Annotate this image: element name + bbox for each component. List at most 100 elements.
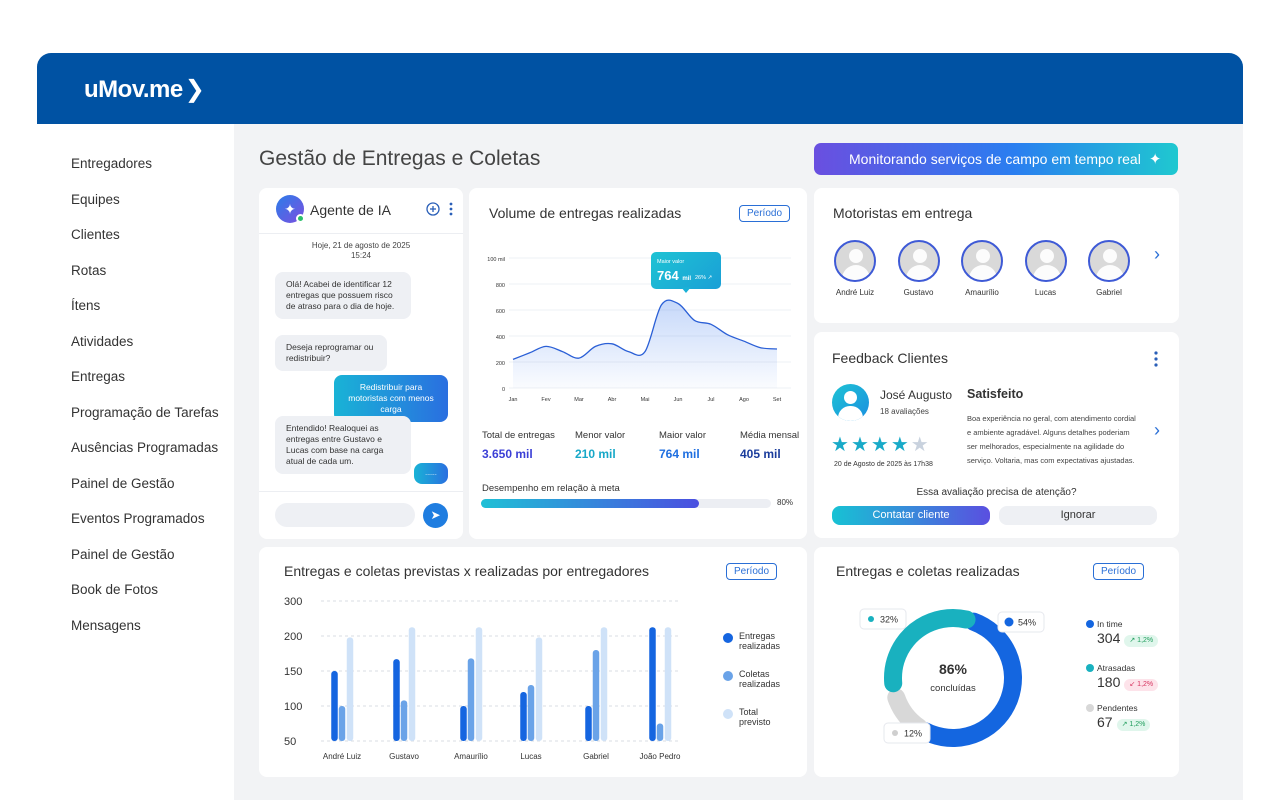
area-fill: [513, 300, 777, 388]
sidebar-item[interactable]: Atividades: [71, 333, 134, 349]
driver-avatar: [834, 240, 876, 282]
sidebar-item[interactable]: Book de Fotos: [71, 582, 159, 597]
slice-label-box: [859, 608, 907, 630]
driver-item[interactable]: Gabriel: [1079, 240, 1139, 297]
sidebar-item[interactable]: Entregas: [71, 369, 126, 384]
y-tick-label: 400: [496, 335, 505, 341]
chat-input[interactable]: [275, 503, 415, 527]
ai-agent-card: ✦ Agente de IA Hoje, 21 de agosto de 202…: [259, 188, 463, 539]
bar: [520, 692, 527, 741]
app-window: uMov.me❯ Entregadores Equipes Clientes Rota…: [37, 53, 1243, 800]
x-tick-label: Gabriel: [583, 752, 609, 761]
contact-customer-button[interactable]: Contatar cliente: [832, 506, 990, 525]
bar: [527, 685, 535, 741]
slice-label: 32%: [880, 615, 898, 625]
bar: [467, 658, 475, 741]
sparkle-icon: ✦: [1148, 151, 1162, 168]
driver-avatar: [1024, 240, 1067, 282]
bar: [400, 700, 408, 741]
sidebar-item[interactable]: Eventos Programados: [71, 511, 205, 526]
driver-item[interactable]: Lucas: [1016, 240, 1076, 297]
chat-separator: [259, 233, 463, 234]
bar: [585, 706, 592, 741]
donut-slice: [884, 609, 1022, 747]
attention-question: Essa avaliação precisa de atenção?: [916, 487, 1077, 498]
sidebar-item[interactable]: Ítens: [71, 298, 101, 313]
brand-logo[interactable]: uMov.me❯: [84, 76, 205, 103]
chat-footer-separator: [259, 491, 463, 492]
send-button[interactable]: ➤: [423, 503, 448, 528]
sidebar-item[interactable]: Rotas: [71, 262, 107, 278]
add-circle-icon[interactable]: [426, 202, 440, 216]
x-tick-label: Abr: [608, 397, 617, 403]
drivers-title: Motoristas em entrega: [833, 205, 973, 221]
goal-progress-fill: [481, 499, 699, 508]
legend-count: 304: [1097, 630, 1121, 646]
donut-legend-item: In time 304 ↗ 1,2%: [1086, 619, 1172, 647]
online-status-dot: [296, 214, 305, 223]
sidebar-item[interactable]: Programação de Tarefas: [71, 404, 219, 420]
x-tick-label: Fev: [541, 397, 550, 403]
legend-dot: [723, 671, 733, 681]
volume-period-button[interactable]: Período: [739, 205, 791, 222]
slice-label: 12%: [904, 729, 922, 739]
kebab-menu-icon[interactable]: [1153, 351, 1159, 367]
trend-badge: ↗ 1,2%: [1124, 634, 1159, 647]
legend-item: Total previsto: [723, 707, 791, 727]
legend-count: 180: [1097, 674, 1121, 690]
rating-stars: ★★★★★: [831, 432, 931, 457]
driver-item[interactable]: André Luiz: [825, 240, 885, 297]
volume-title: Volume de entregas realizadas: [489, 205, 682, 221]
bar-chart-title: Entregas e coletas previstas x realizada…: [284, 563, 649, 579]
donut-period-button[interactable]: Período: [1093, 563, 1145, 580]
main-content: Gestão de Entregas e Coletas Monitorando…: [234, 124, 1243, 800]
kebab-menu-icon[interactable]: [448, 202, 454, 216]
donut-title: Entregas e coletas realizadas: [836, 563, 1020, 579]
y-tick-label: 800: [496, 283, 505, 289]
donut-card: Entregas e coletas realizadas Período 86…: [814, 547, 1179, 777]
legend-label: Atrasadas: [1097, 663, 1136, 673]
realtime-banner: Monitorando serviços de campo em tempo r…: [814, 143, 1178, 175]
slice-label-box: [997, 611, 1045, 633]
customer-name: José Augusto: [880, 388, 953, 402]
legend-dot: [1086, 620, 1094, 628]
bar-period-button[interactable]: Período: [726, 563, 778, 580]
bar: [331, 671, 338, 741]
star-icon: ★: [910, 434, 931, 456]
legend-item: Coletas realizadas: [723, 669, 791, 689]
x-tick-label: Lucas: [520, 752, 541, 761]
sidebar-item[interactable]: Painel de Gestão: [71, 546, 175, 562]
goal-progress-bar: [481, 499, 771, 508]
driver-item[interactable]: Gustavo: [889, 240, 949, 297]
driver-item[interactable]: Amaurílio: [952, 240, 1012, 297]
slice-label-dot: [868, 616, 874, 622]
chat-message-agent: Olá! Acabei de identificar 12 entregas q…: [275, 272, 411, 319]
max-value-tooltip: Maior valor 764 mil 26% ↗: [651, 252, 721, 293]
x-tick-label: Gustavo: [389, 752, 419, 761]
trend-badge: ↗ 1,2%: [1116, 718, 1151, 731]
y-tick-label: 300: [284, 596, 302, 608]
bar-chart-card: Entregas e coletas previstas x realizada…: [259, 547, 807, 777]
chevron-right-icon[interactable]: ›: [1154, 420, 1160, 440]
bar: [475, 627, 483, 741]
sidebar-item[interactable]: Ausências Programadas: [71, 440, 219, 455]
sidebar-item[interactable]: Painel de Gestão: [71, 475, 175, 491]
y-tick-label: 50: [284, 736, 296, 748]
driver-name: Lucas: [1034, 288, 1057, 297]
ignore-button[interactable]: Ignorar: [999, 506, 1157, 525]
sidebar-item[interactable]: Clientes: [71, 227, 120, 242]
sidebar-item[interactable]: Equipes: [71, 191, 120, 207]
chat-message-agent: Deseja reprogramar ou redistribuir?: [275, 335, 387, 371]
chevron-right-icon[interactable]: ›: [1154, 244, 1160, 264]
legend-dot: [1086, 704, 1094, 712]
driver-avatar: [1088, 240, 1130, 282]
sidebar-item[interactable]: Entregadores: [71, 156, 153, 171]
sidebar-item[interactable]: Mensagens: [71, 617, 141, 633]
y-tick-label: 100: [284, 701, 302, 713]
bar: [535, 637, 543, 741]
bar: [649, 627, 656, 741]
legend-label: Pendentes: [1097, 703, 1138, 713]
x-tick-label: Amaurílio: [454, 752, 488, 761]
chat-message-agent: Entendido! Realoquei as entregas entre G…: [275, 416, 411, 474]
volume-card: Volume de entregas realizadas Período 0 2…: [469, 188, 807, 539]
